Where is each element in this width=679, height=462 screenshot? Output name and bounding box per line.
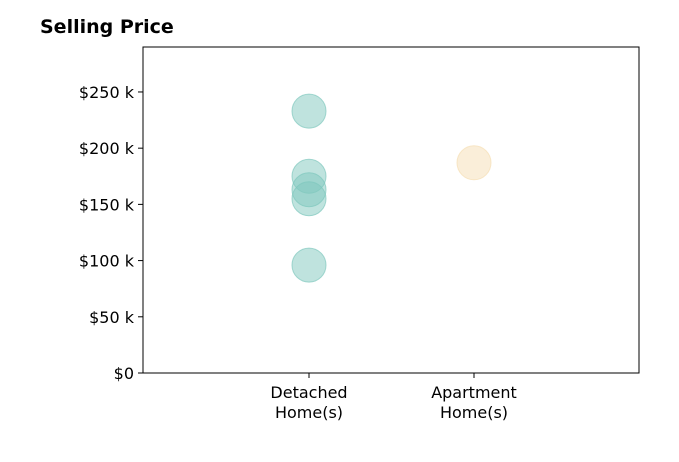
data-point <box>291 247 327 283</box>
points-layer <box>291 93 492 283</box>
y-tick-label: $0 <box>114 364 134 383</box>
y-tick-label: $100 k <box>79 252 135 271</box>
y-tick-label: $150 k <box>79 195 135 214</box>
y-tick-label: $50 k <box>89 308 135 327</box>
y-axis: $0 $50 k $100 k $150 k $200 k $250 k <box>79 83 143 383</box>
y-tick-label: $250 k <box>79 83 135 102</box>
y-tick-label: $200 k <box>79 139 135 158</box>
data-point <box>291 181 327 217</box>
plot-frame <box>142 46 640 374</box>
x-tick-label: Apartment Home(s) <box>431 383 517 422</box>
x-axis: Detached Home(s) Apartment Home(s) <box>270 373 517 422</box>
chart-title: Selling Price <box>40 16 174 38</box>
data-point <box>456 145 492 181</box>
data-point <box>291 93 327 129</box>
x-tick-label: Detached Home(s) <box>270 383 347 422</box>
